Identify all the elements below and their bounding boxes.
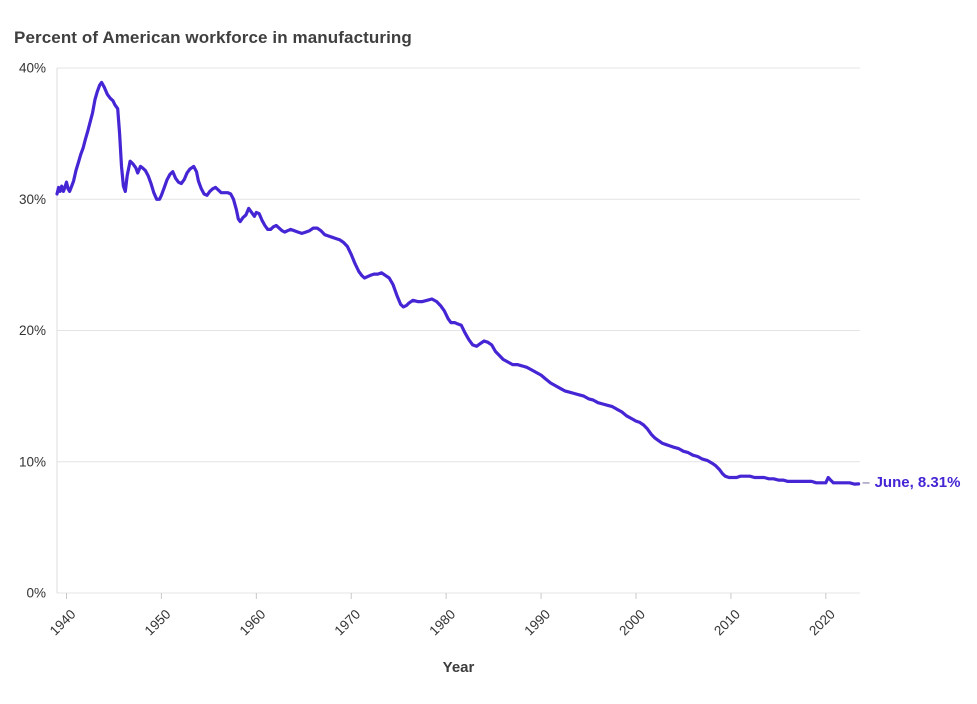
y-tick-label: 40% [19,61,46,76]
line-end-annotation: June, 8.31% [874,473,961,491]
x-tick-label: 2000 [616,607,648,639]
y-tick-label: 10% [19,454,46,469]
x-axis-title: Year [442,659,475,676]
y-tick-label: 0% [26,586,46,601]
x-tick-label: 1970 [332,607,364,639]
manufacturing-line [55,80,861,486]
x-tick-label: 1980 [426,607,458,639]
x-tick-label: 1990 [521,607,553,639]
x-tick-label: 1960 [237,607,269,639]
x-tick-label: 1950 [142,607,174,639]
y-tick-label: 30% [19,192,46,207]
chart-title: Percent of American workforce in manufac… [14,28,412,47]
x-tick-label: 2020 [806,607,838,639]
x-tick-label: 2010 [711,607,743,639]
x-tick-label: 1940 [47,607,79,639]
y-tick-label: 20% [19,323,46,338]
